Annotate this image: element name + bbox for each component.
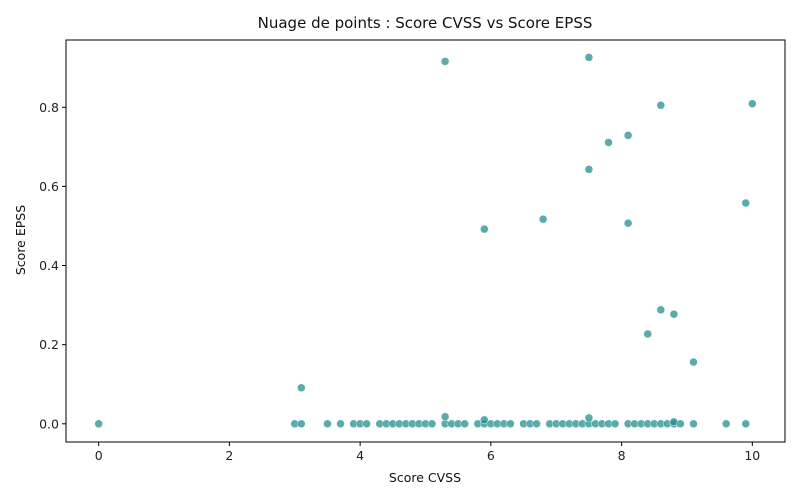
- data-point: [584, 413, 594, 423]
- data-point: [297, 419, 306, 429]
- data-point: [336, 419, 345, 429]
- data-point: [741, 419, 751, 429]
- data-point: [460, 419, 469, 429]
- y-tick-label: 0.8: [39, 100, 59, 115]
- y-tick-label: 0.0: [39, 416, 59, 431]
- data-point: [584, 165, 594, 174]
- points-layer: [94, 53, 757, 429]
- x-axis-ticks: 0 2 4 6 8 10: [95, 442, 760, 463]
- chart-title: Nuage de points : Score CVSS vs Score EP…: [258, 14, 593, 32]
- data-point: [532, 419, 541, 429]
- data-point: [440, 412, 450, 421]
- data-point: [689, 357, 698, 367]
- data-point: [656, 101, 666, 110]
- data-point: [538, 214, 548, 224]
- x-axis-title: Score CVSS: [389, 470, 461, 485]
- y-axis-title: Score EPSS: [13, 205, 28, 275]
- data-point: [584, 53, 594, 62]
- data-point: [676, 419, 685, 429]
- x-tick-label: 0: [95, 448, 103, 463]
- x-tick-label: 4: [356, 448, 364, 463]
- x-tick-label: 6: [487, 448, 495, 463]
- data-point: [480, 415, 489, 425]
- plot-frame: [65, 39, 786, 443]
- y-tick-label: 0.2: [39, 337, 59, 352]
- data-point: [440, 57, 450, 66]
- data-point: [323, 419, 332, 429]
- data-point: [610, 419, 620, 429]
- data-point: [643, 329, 652, 339]
- x-tick-label: 8: [618, 448, 626, 463]
- data-point: [623, 131, 633, 140]
- data-point: [689, 419, 698, 429]
- data-point: [721, 419, 731, 429]
- y-tick-label: 0.4: [39, 258, 59, 273]
- data-point: [623, 218, 633, 228]
- data-point: [656, 305, 666, 315]
- y-tick-label: 0.6: [39, 179, 59, 194]
- data-point: [669, 309, 679, 319]
- x-tick-label: 10: [744, 448, 760, 463]
- data-point: [748, 99, 757, 108]
- data-point: [297, 383, 306, 393]
- data-point: [362, 419, 371, 429]
- data-point: [480, 224, 489, 234]
- data-point: [741, 198, 751, 208]
- data-point: [94, 419, 103, 429]
- data-point: [427, 419, 437, 429]
- data-point: [506, 419, 515, 429]
- y-axis-ticks: 0.0 0.2 0.4 0.6 0.8: [39, 100, 66, 431]
- data-point: [604, 138, 613, 147]
- x-tick-label: 2: [225, 448, 233, 463]
